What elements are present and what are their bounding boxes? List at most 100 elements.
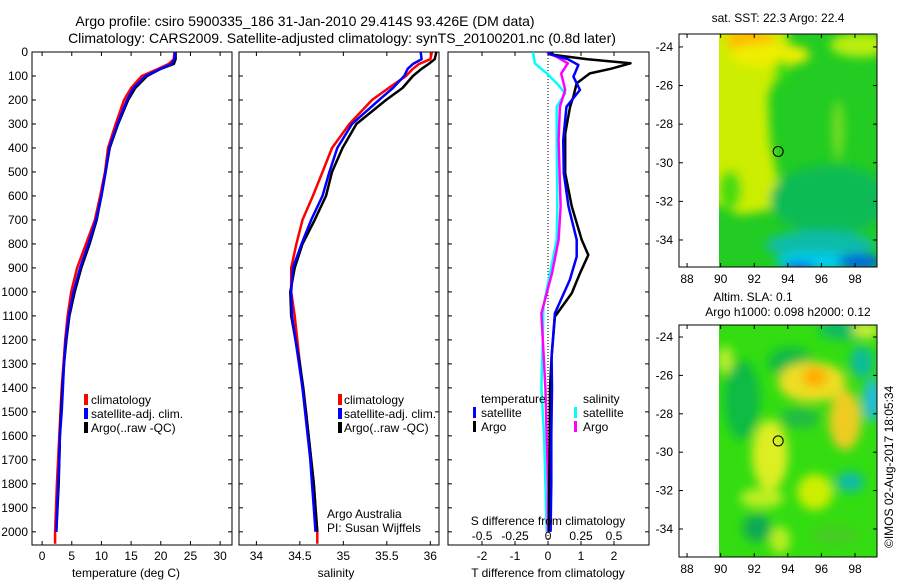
sla-field	[719, 325, 877, 557]
s-tick-label: 0	[545, 529, 552, 543]
x-tick-label: 2	[611, 549, 618, 563]
figure-title-line1: Argo profile: csiro 5900335_186 31-Jan-2…	[75, 13, 534, 29]
x-tick-label: 0	[545, 549, 552, 563]
x-tick-label: 34.5	[288, 549, 312, 563]
legend-label: satellite-adj. clim.	[344, 407, 436, 421]
sla-map-ticks: 88 90 92 94 96 98 -24 -26 -28 -30 -32 -34	[656, 325, 877, 576]
series-line-argo-raw-qc-	[289, 52, 438, 532]
lat-tick-label: -30	[656, 156, 674, 170]
lat-tick-label: -34	[656, 522, 674, 536]
lat-tick-label: -32	[656, 484, 674, 498]
lon-tick-label: 90	[714, 562, 728, 576]
s-tick-label: 0.25	[569, 529, 593, 543]
legend-header-temperature: temperature	[481, 392, 546, 406]
x-tick-label: -2	[477, 549, 488, 563]
series-line-temperature-satellite	[547, 52, 582, 532]
lat-tick-label: -28	[656, 407, 674, 421]
sst-field	[719, 34, 877, 267]
temperature-axis-ticks: 0100200300400500600700800900100011001200…	[1, 45, 232, 563]
x-tick-label: 35.5	[375, 549, 399, 563]
legend-label: Argo	[583, 420, 609, 434]
depth-tick-label: 600	[8, 189, 28, 203]
x-tick-label: 5	[68, 549, 75, 563]
difference-axis-ticks: -2 -1 0 1 2 -0.5 -0.25 0 0.25 0.5	[448, 51, 649, 563]
sla-map: Altim. SLA: 0.1 Argo h1000: 0.098 h2000:…	[656, 290, 878, 576]
temperature-plot-frame	[31, 51, 233, 546]
lat-tick-label: -26	[656, 368, 674, 382]
legend-swatch-satellite	[84, 408, 88, 419]
lat-tick-label: -30	[656, 445, 674, 459]
legend-swatch-argo	[84, 422, 88, 433]
lat-tick-label: -24	[656, 330, 674, 344]
s-tick-label: -0.5	[472, 529, 493, 543]
lat-tick-label: -32	[656, 194, 674, 208]
x-tick-label: 30	[213, 549, 227, 563]
sst-map-frame	[678, 33, 878, 268]
temperature-x-label: temperature (deg C)	[72, 566, 180, 580]
series-line-satellite-adj-clim-	[55, 52, 177, 532]
depth-tick-label: 400	[8, 141, 28, 155]
sst-map-title: sat. SST: 22.3 Argo: 22.4	[712, 11, 845, 25]
sla-map-subtitle: Argo h1000: 0.098 h2000: 0.12	[705, 305, 871, 319]
legend-label: Argo(..raw -QC)	[91, 421, 176, 435]
depth-tick-label: 1400	[1, 381, 28, 395]
legend-swatch-climatology	[84, 394, 88, 405]
lon-tick-label: 88	[680, 562, 694, 576]
legend-label: satellite-adj. clim.	[91, 407, 183, 421]
lon-tick-label: 94	[781, 272, 795, 286]
x-tick-label: 15	[124, 549, 138, 563]
depth-tick-label: 0	[21, 45, 28, 59]
argo-float-marker	[772, 435, 784, 447]
x-tick-label: 25	[184, 549, 198, 563]
legend-label: satellite	[481, 406, 522, 420]
x-tick-label: 36	[424, 549, 438, 563]
legend-label: climatology	[344, 393, 404, 407]
lon-tick-label: 98	[848, 562, 862, 576]
depth-tick-label: 300	[8, 117, 28, 131]
sst-map-ticks: 88 90 92 94 96 98 -24 -26 -28 -30 -32 -34	[656, 34, 877, 286]
legend-swatch-s-argo	[574, 421, 577, 432]
s-tick-label: -0.25	[501, 529, 529, 543]
series-line-salinity-satellite	[531, 52, 567, 532]
salinity-legend: climatology satellite-adj. clim. Argo(..…	[338, 393, 436, 435]
legend-swatch-climatology	[338, 394, 342, 405]
lon-tick-label: 90	[714, 272, 728, 286]
depth-tick-label: 900	[8, 261, 28, 275]
series-line-satellite-adj-clim-	[289, 52, 423, 532]
depth-tick-label: 100	[8, 69, 28, 83]
legend-label: Argo(..raw -QC)	[344, 421, 429, 435]
depth-tick-label: 2000	[1, 525, 28, 539]
t-difference-axis-label: T difference from climatology	[471, 566, 625, 580]
lat-tick-label: -26	[656, 79, 674, 93]
depth-tick-label: 1500	[1, 405, 28, 419]
legend-label: Argo	[481, 420, 507, 434]
x-tick-label: 1	[578, 549, 585, 563]
legend-swatch-argo	[338, 422, 342, 433]
annotation-pi: PI: Susan Wijffels	[327, 521, 421, 535]
lat-tick-label: -24	[656, 40, 674, 54]
credit-timestamp: ©IMOS 02-Aug-2017 18:05:34	[882, 385, 896, 548]
lon-tick-label: 96	[815, 562, 829, 576]
legend-label: satellite	[583, 406, 624, 420]
difference-panel: -2 -1 0 1 2 -0.5 -0.25 0 0.25 0.5 temperature sat…	[447, 51, 650, 580]
legend-swatch-s-satellite	[574, 407, 577, 418]
sla-map-title: Altim. SLA: 0.1	[713, 290, 793, 304]
salinity-axis-ticks: 34 34.5 35 35.5 36	[239, 51, 439, 563]
depth-tick-label: 1600	[1, 429, 28, 443]
x-tick-label: 0	[39, 549, 46, 563]
temperature-legend: climatology satellite-adj. clim. Argo(..…	[84, 393, 183, 435]
figure-title-line2: Climatology: CARS2009. Satellite-adjuste…	[68, 30, 616, 46]
legend-label: climatology	[91, 393, 151, 407]
s-difference-axis-label: S difference from climatology	[471, 514, 626, 528]
depth-tick-label: 1100	[2, 309, 28, 323]
depth-tick-label: 1700	[1, 453, 28, 467]
temperature-panel: 0100200300400500600700800900100011001200…	[1, 45, 233, 580]
lon-tick-label: 98	[848, 272, 862, 286]
legend-swatch-t-satellite	[473, 407, 476, 418]
depth-tick-label: 800	[8, 237, 28, 251]
sst-map: sat. SST: 22.3 Argo: 22.4 88 90 92 94 96 98 -2…	[656, 11, 878, 286]
depth-tick-label: 1000	[1, 285, 28, 299]
x-tick-label: 20	[154, 549, 168, 563]
series-line-temperature-argo	[547, 52, 632, 532]
depth-tick-label: 1900	[1, 501, 28, 515]
